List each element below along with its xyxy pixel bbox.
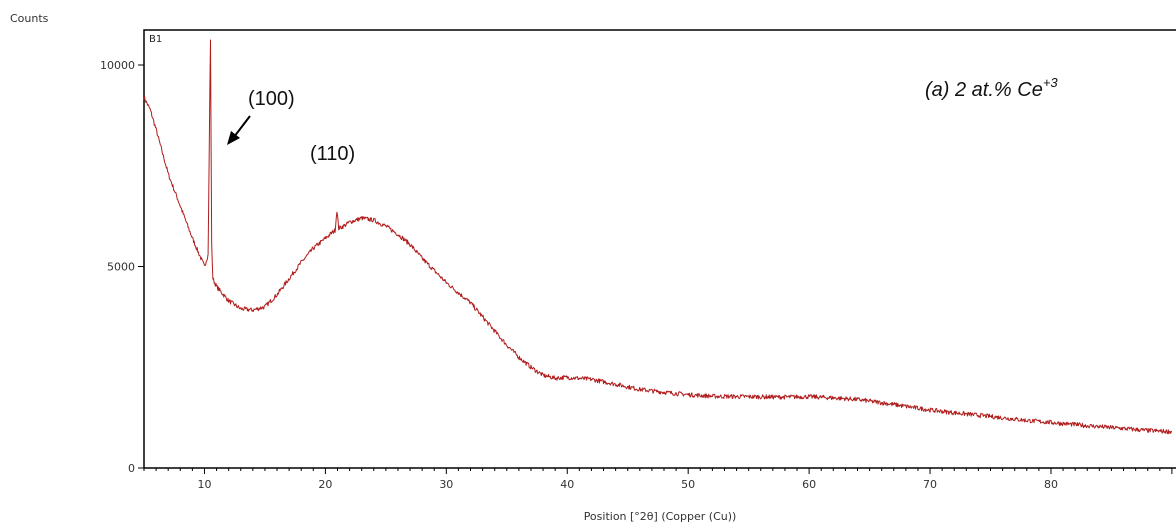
x-tick-label: 30 [439,478,453,491]
x-tick-label: 10 [197,478,211,491]
peak-label-110: (110) [310,143,355,165]
x-tick-label: 70 [923,478,937,491]
y-tick-label: 5000 [107,261,135,274]
peak-label-100: (100) [248,88,295,110]
peak-annotations: (100) (110) [227,88,355,165]
y-tick-label: 0 [128,462,135,475]
sample-label: (a) 2 at.% Ce+3 [925,75,1058,101]
x-tick-label: 20 [318,478,332,491]
peak-arrow-head [227,131,240,145]
y-axis-label: Counts [10,12,49,25]
x-tick-label: 60 [802,478,816,491]
x-tick-label: 50 [681,478,695,491]
x-tick-label: 80 [1044,478,1058,491]
sample-label-sup: +3 [1043,75,1059,90]
y-axis-ticks: 0 5000 10000 [100,59,144,475]
x-axis-label: Position [°2θ] (Copper (Cu)) [584,510,737,523]
sample-label-main: (a) 2 at.% Ce [925,79,1043,101]
panel-label: B1 [149,34,162,45]
peak-arrow-shaft [233,115,251,138]
x-axis-ticks: 10 20 30 40 50 60 70 80 [143,468,1173,491]
y-tick-label: 10000 [100,59,135,72]
series-line [143,39,1173,435]
x-tick-label: 40 [560,478,574,491]
